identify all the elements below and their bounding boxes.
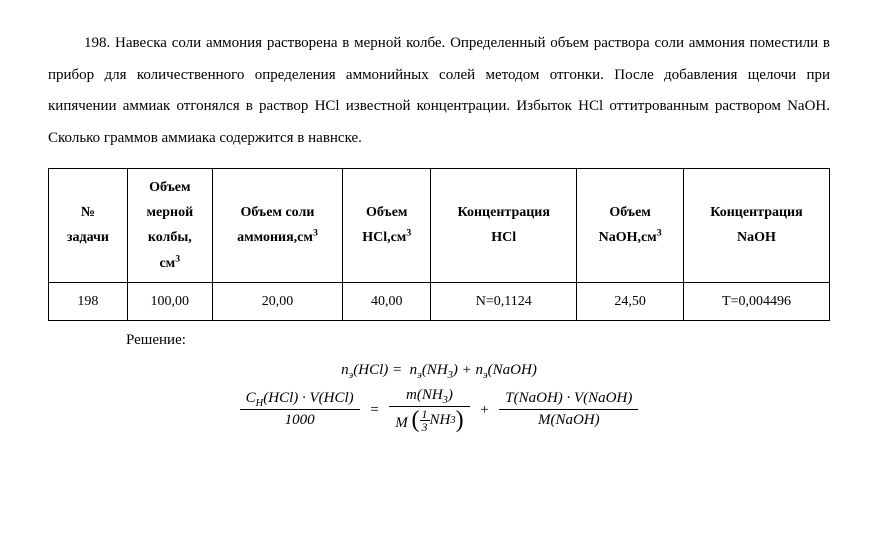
table-data-row: 198 100,00 20,00 40,00 N=0,1124 24,50 T=… [49,282,830,320]
th-txt: мерной [146,205,193,220]
td-naoh-vol: 24,50 [577,282,684,320]
th-txt: HCl [491,230,516,245]
op-plus: + [458,362,476,378]
sden: 3 [420,421,430,433]
txt: m(NH [406,387,443,403]
data-table: № задачи Объем мерной колбы, см3 Объем с… [48,168,830,321]
frac-2-den: M ( 1 3 NH3 ) [389,407,469,433]
th-naoh-vol: Объем NaOH,см3 [577,169,684,283]
th-txt: см [159,256,175,271]
th-txt: Концентрация [458,205,550,220]
frac-2: m(NH3) M ( 1 3 NH3 ) [389,386,469,434]
th-hcl-vol: Объем HCl,см3 [343,169,431,283]
op-plus: + [479,398,489,422]
th-flask-vol: Объем мерной колбы, см3 [127,169,212,283]
txt-hcl: (HCl) [353,362,388,378]
op-eq: = [369,398,379,422]
th-txt: Объем [609,205,650,220]
th-txt: Объем [149,180,190,195]
formula-line-1: nэ(HCl) = nэ(NH3) + nэ(NaOH) [48,358,830,382]
th-naoh-conc: Концентрация NaOH [683,169,829,283]
txt-naoh: (NaOH) [488,362,537,378]
th-txt: Объем соли [241,205,315,220]
paren-wrap: ( 1 3 NH3 ) [412,408,464,433]
td-hcl-vol: 40,00 [343,282,431,320]
th-txt: задачи [67,230,109,245]
frac-1-num: CH(HCl) · V(HCl) [240,389,360,411]
th-txt: колбы, [148,230,192,245]
var-n: n [341,362,349,378]
th-txt: № [81,205,95,220]
var-m: M [395,415,408,431]
td-hcl-conc: N=0,1124 [431,282,577,320]
th-txt: NaOH [737,230,776,245]
frac-3-den: M(NaOH) [499,410,638,431]
txt: ) [448,387,453,403]
th-txt: Объем [366,205,407,220]
formula-block: nэ(HCl) = nэ(NH3) + nэ(NaOH) CH(HCl) · V… [48,358,830,434]
problem-number: 198. [84,35,110,51]
frac-3: T(NaOH) · V(NaOH) M(NaOH) [499,389,638,431]
th-txt: аммония,см [237,230,313,245]
paren-left: ( [412,411,420,430]
th-txt: NaOH,см [599,230,657,245]
td-flask: 100,00 [127,282,212,320]
problem-body: Навеска соли аммония растворена в мерной… [48,35,830,146]
sup-3: 3 [406,228,411,239]
op-eq: = [388,362,406,378]
txt-nh3: (NH [422,362,448,378]
th-salt-vol: Объем соли аммония,см3 [212,169,342,283]
table-header-row: № задачи Объем мерной колбы, см3 Объем с… [49,169,830,283]
td-salt: 20,00 [212,282,342,320]
td-num: 198 [49,282,128,320]
txt-nh: NH [430,411,451,431]
formula-line-2: CH(HCl) · V(HCl) 1000 = m(NH3) M ( 1 3 N… [48,386,830,434]
sup-3: 3 [175,253,180,264]
td-naoh-conc: T=0,004496 [683,282,829,320]
var-n: n [476,362,484,378]
small-frac: 1 3 [420,408,430,433]
solution-label: Решение: [48,327,830,354]
sup-3: 3 [657,228,662,239]
th-txt: HCl,см [362,230,406,245]
txt: (HCl) · V(HCl) [263,390,353,406]
frac-3-num: T(NaOH) · V(NaOH) [499,389,638,411]
th-txt: Концентрация [710,205,802,220]
var-c: C [246,390,256,406]
paren-right: ) [456,411,464,430]
th-task-num: № задачи [49,169,128,283]
th-hcl-conc: Концентрация HCl [431,169,577,283]
sup-3: 3 [313,228,318,239]
problem-text: 198. Навеска соли аммония растворена в м… [48,28,830,154]
frac-1-den: 1000 [240,410,360,431]
frac-2-num: m(NH3) [389,386,469,408]
frac-1: CH(HCl) · V(HCl) 1000 [240,389,360,431]
